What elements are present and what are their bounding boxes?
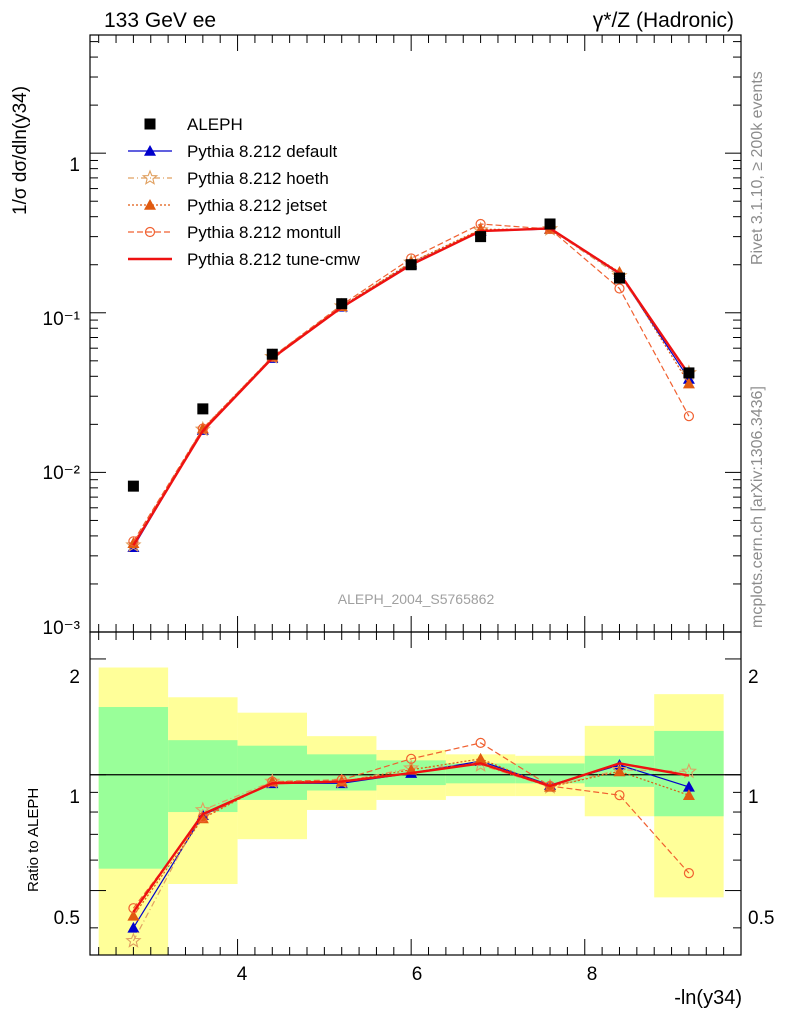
series-point-ratio-3 [475,737,486,749]
series-point-main-3 [128,536,139,547]
ytick-ratio-2-right: 2 [748,667,759,688]
xtick-8: 8 [587,964,598,985]
series-point-ratio-1 [125,932,142,948]
aleph-point [544,218,556,230]
series-point-main-2 [196,422,209,434]
band-inner-1 [168,740,238,813]
xtick-4: 4 [237,964,248,985]
ytick-ratio-1-right: 1 [748,787,759,808]
legend-entry-4: Pythia 8.212 montull [128,223,341,242]
legend-marker [144,226,156,238]
legend-label: Pythia 8.212 hoeth [187,169,329,188]
legend-label: Pythia 8.212 montull [187,223,341,242]
ytick-main-0.1: 10⁻¹ [43,309,81,330]
legend-marker [144,145,156,156]
ylabel-ratio: Ratio to ALEPH [25,788,42,892]
series-line-ratio-4 [132,762,690,913]
aleph-point [127,480,139,492]
header-right: γ*/Z (Hadronic) [593,9,734,32]
series-point-ratio-2 [474,752,487,764]
ratio-frame [89,631,742,956]
series-point-main-2 [682,377,695,389]
legend-entry-0: ALEPH [144,115,243,134]
ylabel-main: 1/σ dσ/dln(y34) [10,86,31,215]
series-point-ratio-0 [127,921,140,933]
series-point-ratio-3 [267,776,278,787]
legend-marker [144,199,156,210]
axes-frames [89,34,742,956]
uncertainty-bands [98,667,724,955]
series-lines [125,218,698,948]
series-point-ratio-2 [613,765,626,777]
series-point-ratio-3 [544,780,556,792]
series-line-main-3 [132,223,690,542]
reference-points [127,218,695,492]
aleph-point [475,231,487,243]
series-point-main-1 [125,536,142,553]
series-point-main-3 [683,411,695,422]
legend-entry-1: Pythia 8.212 default [128,142,338,161]
legend-label: Pythia 8.212 default [187,142,338,161]
series-line-ratio-1 [132,764,689,942]
aleph-point [613,272,625,284]
series-point-ratio-2 [127,909,140,921]
legend-entry-5: Pythia 8.212 tune-cmw [128,250,361,269]
ytick-main-1: 1 [69,155,80,176]
ytick-ratio-1-left: 1 [69,787,80,808]
series-point-ratio-3 [614,790,625,801]
xtick-6: 6 [412,964,423,985]
legend-label: Pythia 8.212 tune-cmw [187,250,361,269]
aleph-point [266,348,278,360]
aleph-point [405,259,417,271]
series-point-ratio-3 [683,868,695,879]
legend-marker [144,118,156,130]
ytick-ratio-2-left: 2 [69,667,80,688]
series-line-ratio-3 [132,742,690,909]
series-line-ratio-2 [132,758,690,917]
series-point-ratio-3 [406,753,417,764]
band-inner-0 [98,707,169,869]
analysis-id: ALEPH_2004_S5765862 [338,591,495,607]
legend-entry-2: Pythia 8.212 hoeth [128,169,329,188]
legend-marker [141,169,159,185]
aleph-point [683,367,695,379]
series-point-ratio-0 [682,780,695,792]
series-point-main-3 [475,218,486,230]
legend-entry-3: Pythia 8.212 jetset [128,196,327,215]
ytick-main-0.01: 10⁻² [43,463,81,484]
series-point-main-3 [614,283,625,294]
side-text-bottom: mcplots.cern.ch [arXiv:1306.3436] [749,386,766,628]
series-point-ratio-3 [128,903,139,914]
band-inner-6 [515,763,585,784]
ytick-ratio-0.5-left: 0.5 [54,908,80,929]
xlabel: -ln(y34) [674,987,742,1009]
legend: ALEPH Pythia 8.212 default Pythia 8.212 ho… [128,115,361,269]
legend-label: Pythia 8.212 jetset [187,196,327,215]
aleph-point [197,403,209,415]
side-text-top: Rivet 3.1.10, ≥ 200k events [749,71,766,265]
legend-label: ALEPH [187,115,243,134]
series-point-ratio-2 [682,789,695,800]
aleph-point [336,298,348,310]
ytick-ratio-0.5-right: 0.5 [748,908,774,929]
band-inner-8 [654,730,724,817]
ytick-main-0.001: 10⁻³ [43,618,81,639]
header-left: 133 GeV ee [104,9,216,32]
